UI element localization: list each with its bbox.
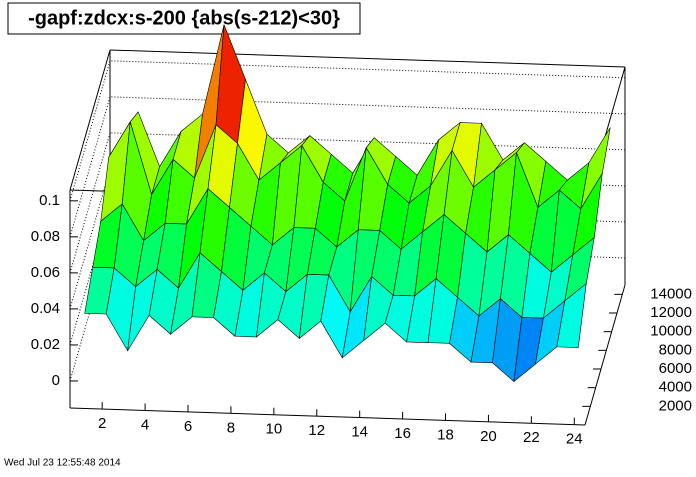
x-tick-label: 8: [227, 419, 235, 436]
z-tick-label: 0.1: [39, 192, 60, 209]
x-tick-label: 22: [523, 429, 540, 446]
surface-cell: [556, 282, 587, 348]
x-tick-label: 20: [480, 428, 497, 445]
z-tick-label: 0: [52, 372, 60, 389]
x-tick-label: 18: [437, 426, 454, 443]
y-tick-label: 4000: [659, 379, 692, 396]
box-edge: [109, 49, 626, 68]
z-tick-label: 0.02: [31, 336, 60, 353]
x-tick-label: 10: [266, 421, 283, 438]
y-tick-label: 14000: [650, 285, 692, 302]
x-tick-label: 16: [394, 425, 411, 442]
y-tick-label: 10000: [650, 323, 692, 340]
y-tick-label: 6000: [659, 360, 692, 377]
x-tick-label: 12: [308, 422, 325, 439]
x-tick-label: 4: [141, 416, 149, 433]
grid-line: [69, 60, 626, 201]
box-edge: [584, 284, 626, 426]
z-tick-label: 0.06: [31, 264, 60, 281]
y-tick-label: 2000: [659, 397, 692, 414]
z-tick-label: 0.04: [31, 300, 60, 317]
grid-line: [69, 96, 626, 237]
z-tick-label: 0.08: [31, 228, 60, 245]
title-box: [7, 2, 361, 35]
y-tick-label: 12000: [650, 304, 692, 321]
footer: Wed Jul 23 12:55:48 2014: [4, 458, 121, 469]
box-edge: [69, 49, 111, 191]
x-tick-label: 2: [98, 415, 106, 432]
x-tick-label: 14: [351, 424, 368, 441]
x-tick-label: 6: [184, 418, 192, 435]
x-tick-label: 24: [566, 431, 583, 448]
box-edge: [69, 407, 586, 426]
y-tick-label: 8000: [659, 341, 692, 358]
chart-title: -gapf:zdcx:s-200 {abs(s-212)<30}: [28, 7, 340, 29]
